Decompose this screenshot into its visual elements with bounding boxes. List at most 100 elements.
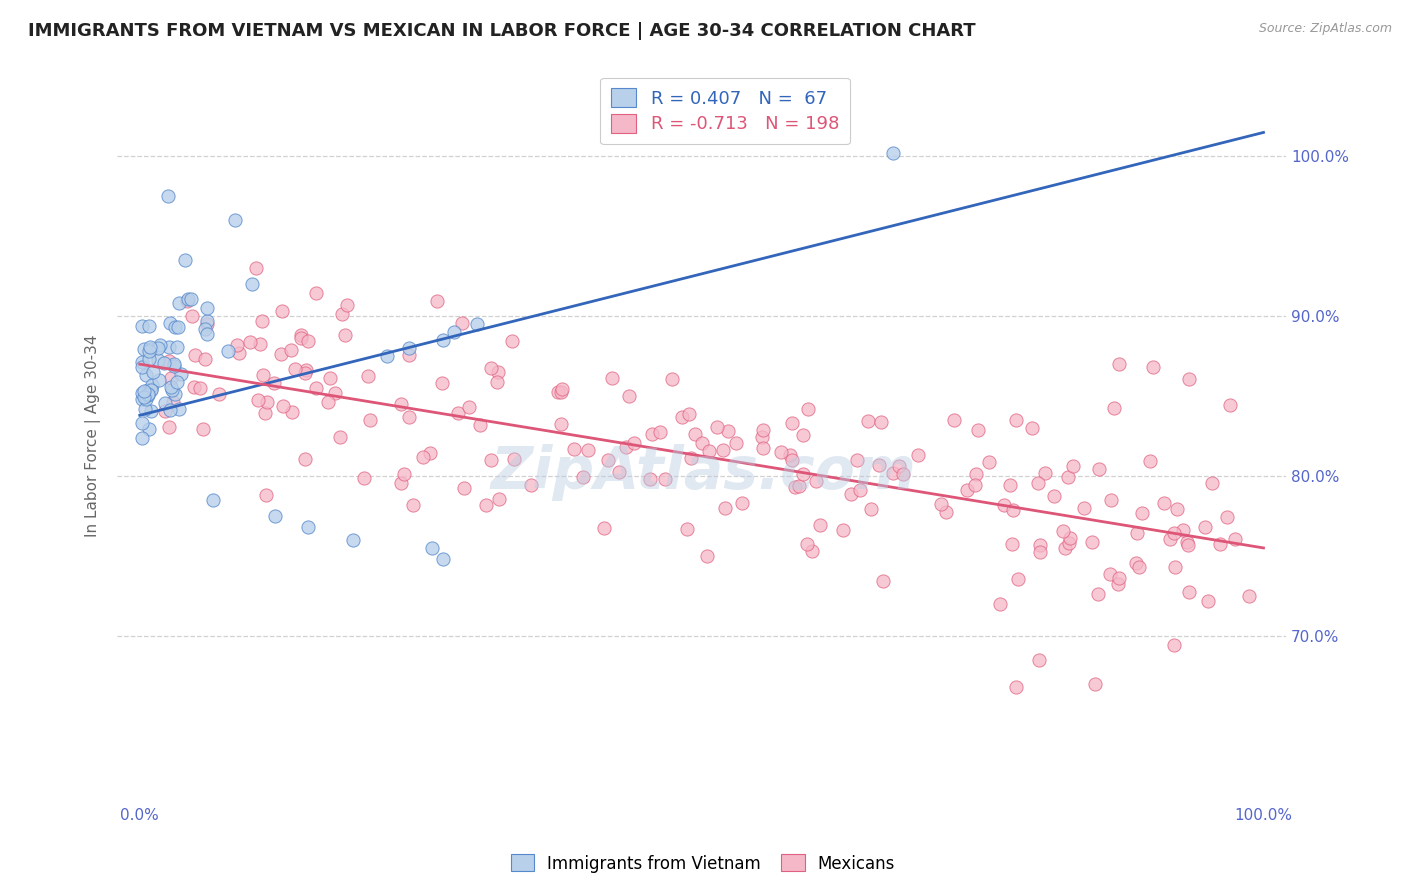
Point	[990, 597, 1012, 611]
Point	[155, 404, 177, 418]
Point	[503, 451, 526, 466]
Point	[305, 286, 328, 301]
Point	[1000, 478, 1022, 492]
Point	[159, 371, 181, 385]
Point	[392, 467, 415, 481]
Point	[157, 354, 180, 368]
Point	[131, 360, 153, 375]
Point	[849, 483, 872, 497]
Point	[967, 423, 990, 437]
Point	[650, 425, 672, 439]
Point	[131, 392, 153, 406]
Point	[486, 365, 509, 379]
Point	[180, 293, 202, 307]
Point	[1081, 535, 1104, 549]
Point	[1026, 476, 1049, 491]
Point	[141, 378, 163, 392]
Point	[965, 478, 987, 492]
Point	[323, 385, 346, 400]
Point	[217, 344, 239, 359]
Point	[1177, 538, 1199, 552]
Point	[796, 537, 818, 551]
Point	[194, 322, 217, 336]
Point	[398, 341, 420, 355]
Point	[731, 496, 754, 510]
Point	[336, 298, 359, 312]
Point	[623, 436, 645, 450]
Point	[713, 501, 735, 516]
Point	[188, 381, 211, 395]
Point	[1128, 560, 1150, 574]
Point	[1201, 476, 1223, 491]
Point	[263, 376, 285, 390]
Point	[420, 541, 443, 555]
Point	[443, 325, 465, 339]
Point	[157, 340, 180, 354]
Point	[792, 467, 814, 481]
Point	[426, 294, 449, 309]
Point	[1007, 572, 1029, 586]
Point	[134, 401, 156, 416]
Point	[131, 355, 153, 369]
Point	[432, 552, 454, 566]
Point	[654, 472, 676, 486]
Point	[131, 318, 153, 333]
Point	[165, 386, 187, 401]
Point	[993, 498, 1015, 512]
Point	[194, 351, 217, 366]
Point	[808, 518, 831, 533]
Point	[671, 409, 693, 424]
Point	[797, 401, 820, 416]
Point	[290, 331, 312, 345]
Point	[271, 303, 294, 318]
Point	[1001, 502, 1024, 516]
Point	[169, 368, 191, 382]
Point	[135, 392, 157, 406]
Point	[295, 363, 318, 377]
Point	[520, 477, 543, 491]
Point	[1163, 638, 1185, 652]
Point	[550, 382, 572, 396]
Point	[163, 359, 186, 373]
Point	[360, 413, 382, 427]
Point	[780, 417, 803, 431]
Point	[281, 405, 304, 419]
Point	[619, 389, 641, 403]
Point	[779, 448, 801, 462]
Point	[290, 328, 312, 343]
Point	[195, 317, 218, 331]
Point	[1053, 541, 1076, 555]
Point	[419, 446, 441, 460]
Point	[162, 395, 184, 409]
Point	[180, 309, 202, 323]
Point	[562, 442, 585, 456]
Point	[1001, 537, 1024, 551]
Point	[641, 426, 664, 441]
Point	[485, 375, 508, 389]
Point	[696, 549, 718, 564]
Point	[929, 497, 952, 511]
Point	[1159, 532, 1181, 546]
Point	[208, 386, 231, 401]
Point	[201, 493, 224, 508]
Point	[141, 404, 163, 418]
Point	[943, 413, 966, 427]
Point	[1033, 466, 1056, 480]
Point	[247, 392, 270, 407]
Point	[163, 319, 186, 334]
Point	[1102, 401, 1125, 416]
Point	[398, 410, 420, 425]
Point	[134, 384, 156, 398]
Point	[1099, 493, 1122, 508]
Point	[832, 523, 855, 537]
Point	[479, 361, 502, 376]
Point	[965, 467, 987, 482]
Point	[356, 369, 378, 384]
Point	[177, 292, 200, 306]
Point	[780, 452, 803, 467]
Point	[607, 465, 630, 479]
Point	[1194, 520, 1216, 534]
Point	[1126, 526, 1149, 541]
Point	[711, 442, 734, 457]
Point	[1057, 470, 1080, 484]
